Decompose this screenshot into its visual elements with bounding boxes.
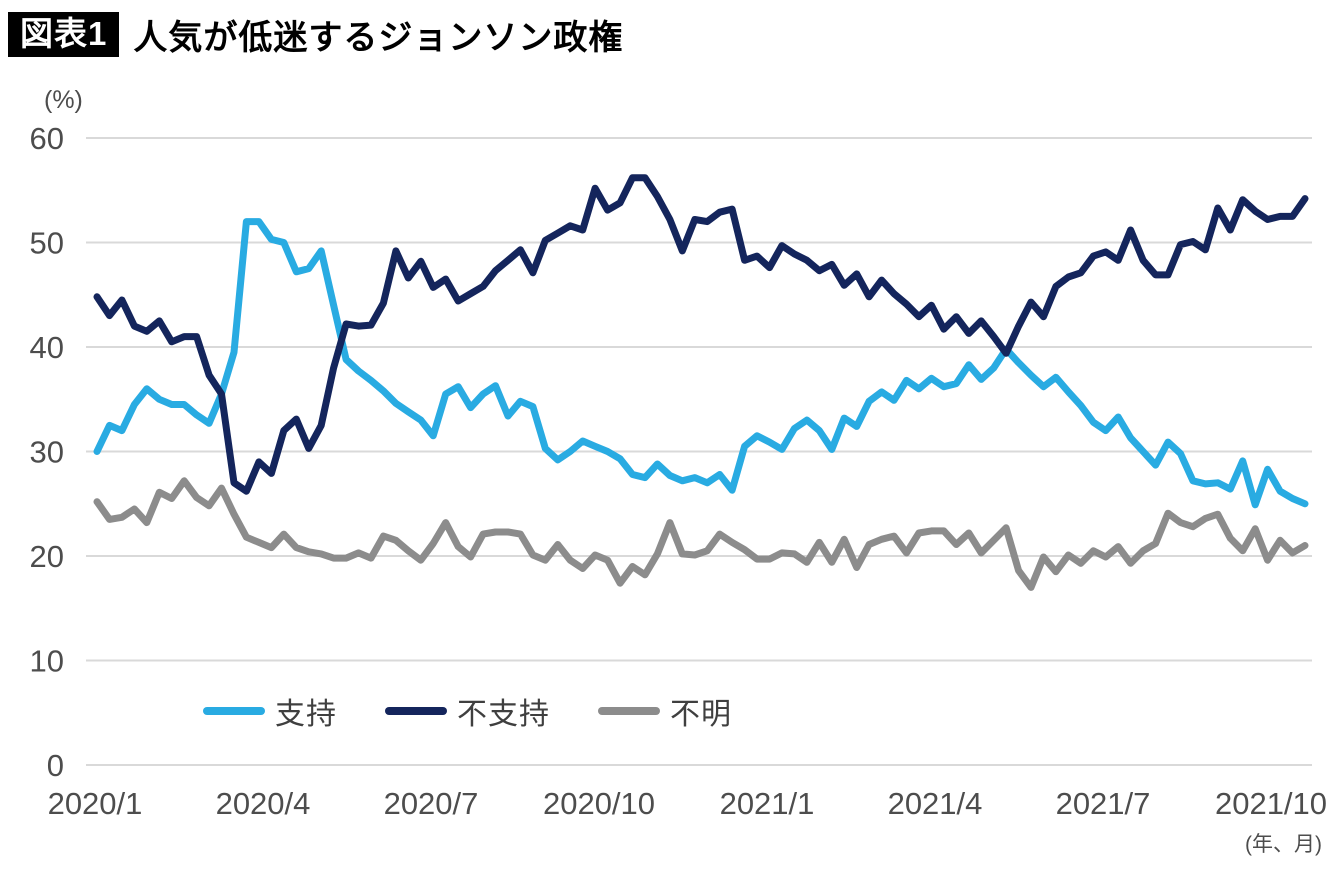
- x-axis-unit-note: (年、月): [1245, 833, 1322, 856]
- unknown-line: [93, 477, 1309, 591]
- legend-label-disapproval: 不支持: [457, 698, 550, 731]
- y-tick-label-40: 40: [30, 330, 64, 365]
- legend-item-disapproval: 不支持: [385, 689, 550, 733]
- legend-swatch-disapproval: [385, 707, 447, 715]
- legend-item-approval: 支持: [203, 689, 337, 733]
- legend-item-unknown: 不明: [598, 689, 732, 733]
- legend-label-approval: 支持: [275, 698, 337, 731]
- figure-number-tag: 図表1: [8, 12, 120, 57]
- disapproval-line: [93, 174, 1309, 495]
- legend-swatch-approval: [203, 707, 265, 715]
- y-tick-label-10: 10: [30, 644, 64, 679]
- approval-line: [93, 218, 1309, 509]
- x-tick-label-2021/10: 2021/10: [1215, 786, 1327, 821]
- y-tick-label-20: 20: [30, 539, 64, 574]
- x-tick-label-2020/1: 2020/1: [48, 786, 143, 821]
- x-tick-label-2020/10: 2020/10: [543, 786, 655, 821]
- x-tick-label-2021/7: 2021/7: [1056, 786, 1151, 821]
- y-tick-label-0: 0: [47, 748, 64, 783]
- legend-label-unknown: 不明: [670, 698, 732, 731]
- chart-legend: 支持 不支持 不明: [203, 689, 732, 733]
- y-tick-label-50: 50: [30, 226, 64, 261]
- y-tick-label-30: 30: [30, 435, 64, 470]
- legend-swatch-unknown: [598, 707, 660, 715]
- figure-title: 人気が低迷するジョンソン政権: [133, 19, 624, 57]
- y-tick-label-60: 60: [30, 121, 64, 156]
- x-tick-label-2021/4: 2021/4: [888, 786, 983, 821]
- x-tick-label-2021/1: 2021/1: [720, 786, 815, 821]
- y-axis-unit-label: (%): [44, 86, 83, 114]
- x-tick-label-2020/7: 2020/7: [384, 786, 479, 821]
- x-tick-label-2020/4: 2020/4: [216, 786, 311, 821]
- figure-header: 図表1 人気が低迷するジョンソン政権: [8, 10, 623, 59]
